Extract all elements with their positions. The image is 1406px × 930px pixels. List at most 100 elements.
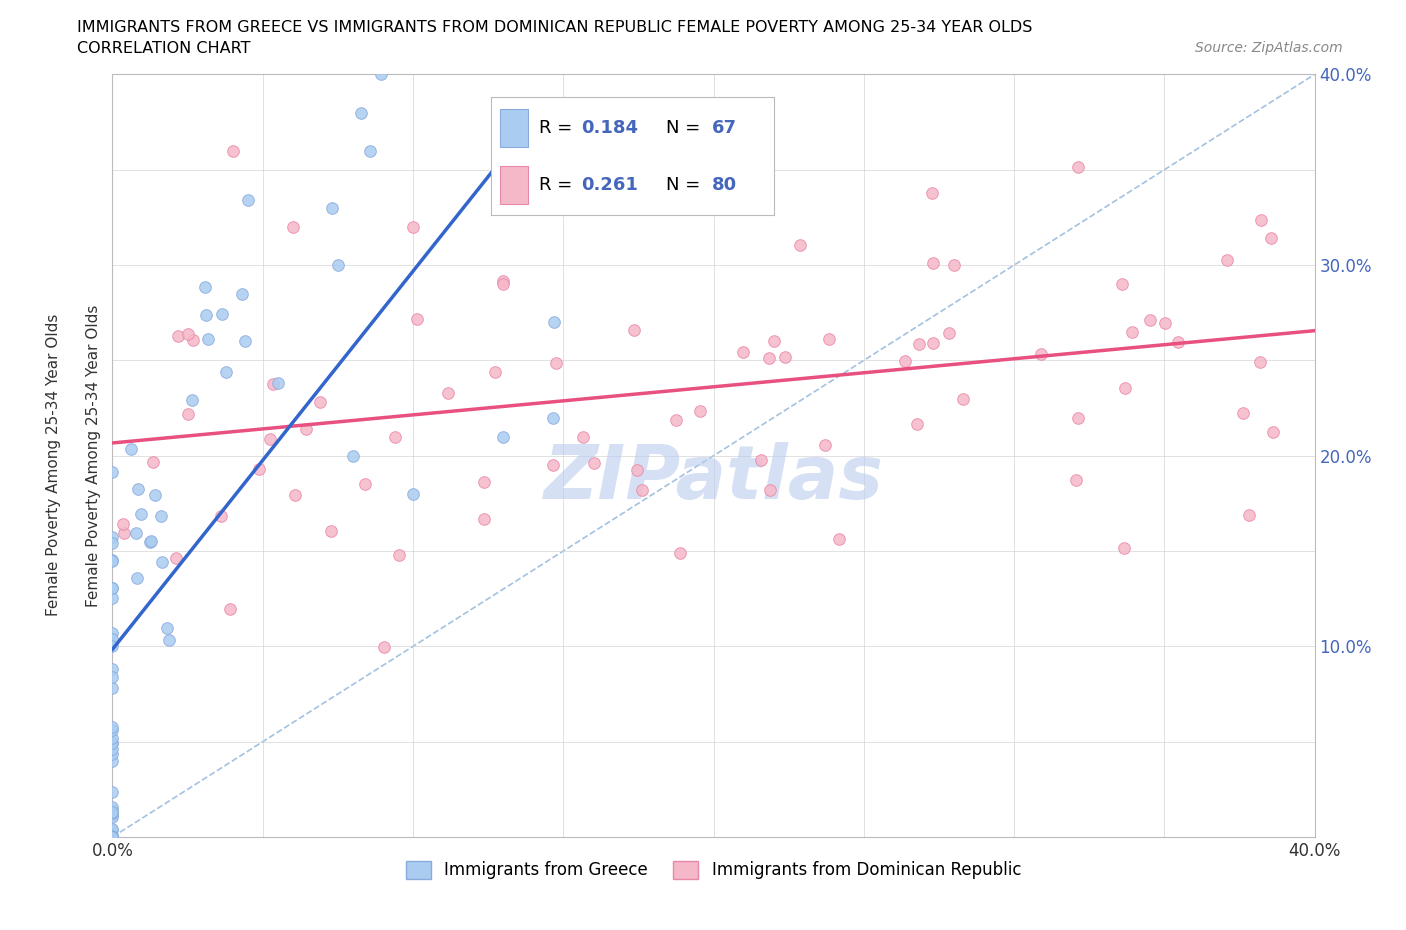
Point bbox=[101, 736, 124, 751]
Point bbox=[209, 509, 232, 524]
Point bbox=[359, 143, 381, 158]
Point bbox=[492, 277, 515, 292]
Point bbox=[544, 355, 567, 370]
Point bbox=[541, 458, 564, 472]
Point bbox=[1064, 472, 1087, 487]
Point bbox=[402, 219, 425, 234]
Point bbox=[101, 626, 124, 641]
Point bbox=[1250, 213, 1272, 228]
Point bbox=[1153, 315, 1175, 330]
Legend: Immigrants from Greece, Immigrants from Dominican Republic: Immigrants from Greece, Immigrants from … bbox=[399, 854, 1028, 886]
Point bbox=[101, 822, 124, 837]
Point bbox=[211, 307, 233, 322]
Point bbox=[1121, 325, 1143, 339]
Point bbox=[342, 448, 364, 463]
Point bbox=[101, 670, 124, 684]
Point bbox=[101, 580, 124, 595]
Point bbox=[101, 723, 124, 737]
Point bbox=[1066, 411, 1088, 426]
Point bbox=[669, 546, 692, 561]
Point bbox=[193, 280, 215, 295]
Point bbox=[125, 525, 148, 540]
Point bbox=[101, 803, 124, 817]
Point bbox=[101, 720, 124, 735]
Point bbox=[319, 524, 342, 538]
Point bbox=[623, 322, 645, 337]
Point bbox=[101, 805, 124, 820]
Point bbox=[1031, 346, 1053, 361]
Point bbox=[101, 730, 124, 745]
Point bbox=[665, 412, 688, 427]
Point bbox=[814, 438, 837, 453]
Point bbox=[101, 753, 124, 768]
Point bbox=[1111, 276, 1133, 291]
Point bbox=[908, 337, 931, 352]
Point bbox=[775, 350, 797, 365]
Point bbox=[238, 193, 260, 207]
Text: CORRELATION CHART: CORRELATION CHART bbox=[77, 41, 250, 56]
Point bbox=[101, 800, 124, 815]
Point bbox=[922, 336, 945, 351]
Point bbox=[143, 487, 166, 502]
Point bbox=[1249, 355, 1271, 370]
Point bbox=[492, 273, 515, 288]
Point bbox=[921, 255, 943, 270]
Point bbox=[758, 483, 780, 498]
Point bbox=[101, 810, 124, 825]
Point bbox=[652, 171, 675, 186]
Point bbox=[142, 455, 165, 470]
Point bbox=[749, 453, 772, 468]
Point bbox=[112, 516, 135, 531]
Point bbox=[101, 530, 124, 545]
Point bbox=[101, 741, 124, 756]
Point bbox=[127, 482, 149, 497]
Point bbox=[101, 681, 124, 696]
Point bbox=[1139, 312, 1161, 327]
Point bbox=[259, 432, 281, 446]
Point bbox=[492, 430, 515, 445]
Point bbox=[762, 334, 785, 349]
Point bbox=[101, 639, 124, 654]
Point bbox=[218, 601, 240, 616]
Point bbox=[101, 591, 124, 605]
Point bbox=[138, 535, 160, 550]
Point bbox=[789, 237, 811, 252]
Point bbox=[905, 417, 928, 432]
Point bbox=[101, 552, 124, 567]
Point bbox=[402, 486, 425, 501]
Point bbox=[384, 429, 406, 444]
Point bbox=[894, 353, 917, 368]
Point bbox=[1237, 508, 1260, 523]
Point bbox=[249, 461, 271, 476]
Point bbox=[758, 351, 780, 365]
Point bbox=[952, 392, 974, 406]
Point bbox=[120, 442, 142, 457]
Point bbox=[689, 404, 711, 418]
Point bbox=[436, 385, 458, 400]
Text: Source: ZipAtlas.com: Source: ZipAtlas.com bbox=[1195, 41, 1343, 55]
Point bbox=[150, 555, 173, 570]
Point bbox=[233, 334, 256, 349]
Point bbox=[149, 509, 172, 524]
Point bbox=[309, 394, 332, 409]
Point bbox=[1167, 335, 1189, 350]
Point bbox=[157, 632, 180, 647]
Point bbox=[101, 661, 124, 676]
Point bbox=[1067, 160, 1090, 175]
Point bbox=[731, 345, 754, 360]
Point bbox=[295, 421, 318, 436]
Point bbox=[101, 830, 124, 844]
Point bbox=[101, 829, 124, 844]
Point bbox=[101, 736, 124, 751]
Point bbox=[326, 258, 349, 272]
Point bbox=[262, 377, 284, 392]
Point bbox=[101, 807, 124, 822]
Point bbox=[1112, 540, 1135, 555]
Point bbox=[405, 312, 427, 326]
Y-axis label: Female Poverty Among 25-34 Year Olds: Female Poverty Among 25-34 Year Olds bbox=[86, 304, 101, 607]
Point bbox=[943, 258, 966, 272]
Point bbox=[101, 747, 124, 762]
Point bbox=[583, 456, 606, 471]
Point bbox=[129, 507, 152, 522]
Point bbox=[543, 314, 565, 330]
